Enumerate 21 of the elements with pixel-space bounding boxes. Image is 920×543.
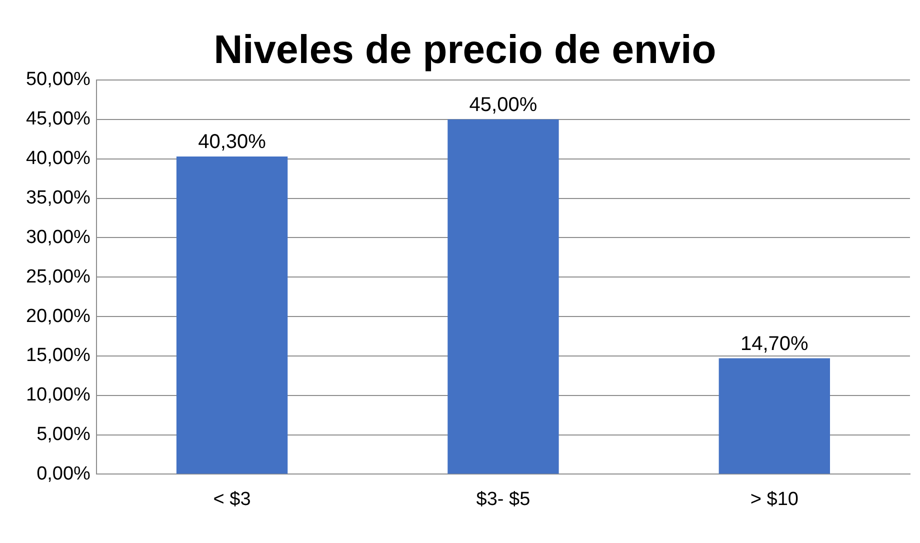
chart-title: Niveles de precio de envio xyxy=(214,28,716,72)
y-tick-label: 35,00% xyxy=(26,187,91,208)
y-tick-label: 5,00% xyxy=(36,424,91,446)
y-tick-label: 15,00% xyxy=(26,345,91,366)
bar xyxy=(448,119,559,474)
data-label: 45,00% xyxy=(469,94,538,116)
y-tick-label: 10,00% xyxy=(26,384,91,406)
y-tick-label: 20,00% xyxy=(26,306,91,327)
x-tick-label: < $3 xyxy=(213,488,251,510)
y-tick-label: 0,00% xyxy=(36,463,91,484)
data-label: 40,30% xyxy=(198,130,266,153)
y-tick-label: 25,00% xyxy=(26,266,91,288)
bar xyxy=(176,156,288,474)
x-tick-label: > $10 xyxy=(750,488,798,510)
y-tick-label: 30,00% xyxy=(26,226,91,248)
y-tick-label: 45,00% xyxy=(26,108,91,130)
x-tick-label: $3- $5 xyxy=(476,488,530,510)
data-label: 14,70% xyxy=(740,332,809,355)
y-tick-label: 40,00% xyxy=(26,148,91,170)
bar xyxy=(718,358,830,474)
y-tick-label: 50,00% xyxy=(26,69,91,90)
